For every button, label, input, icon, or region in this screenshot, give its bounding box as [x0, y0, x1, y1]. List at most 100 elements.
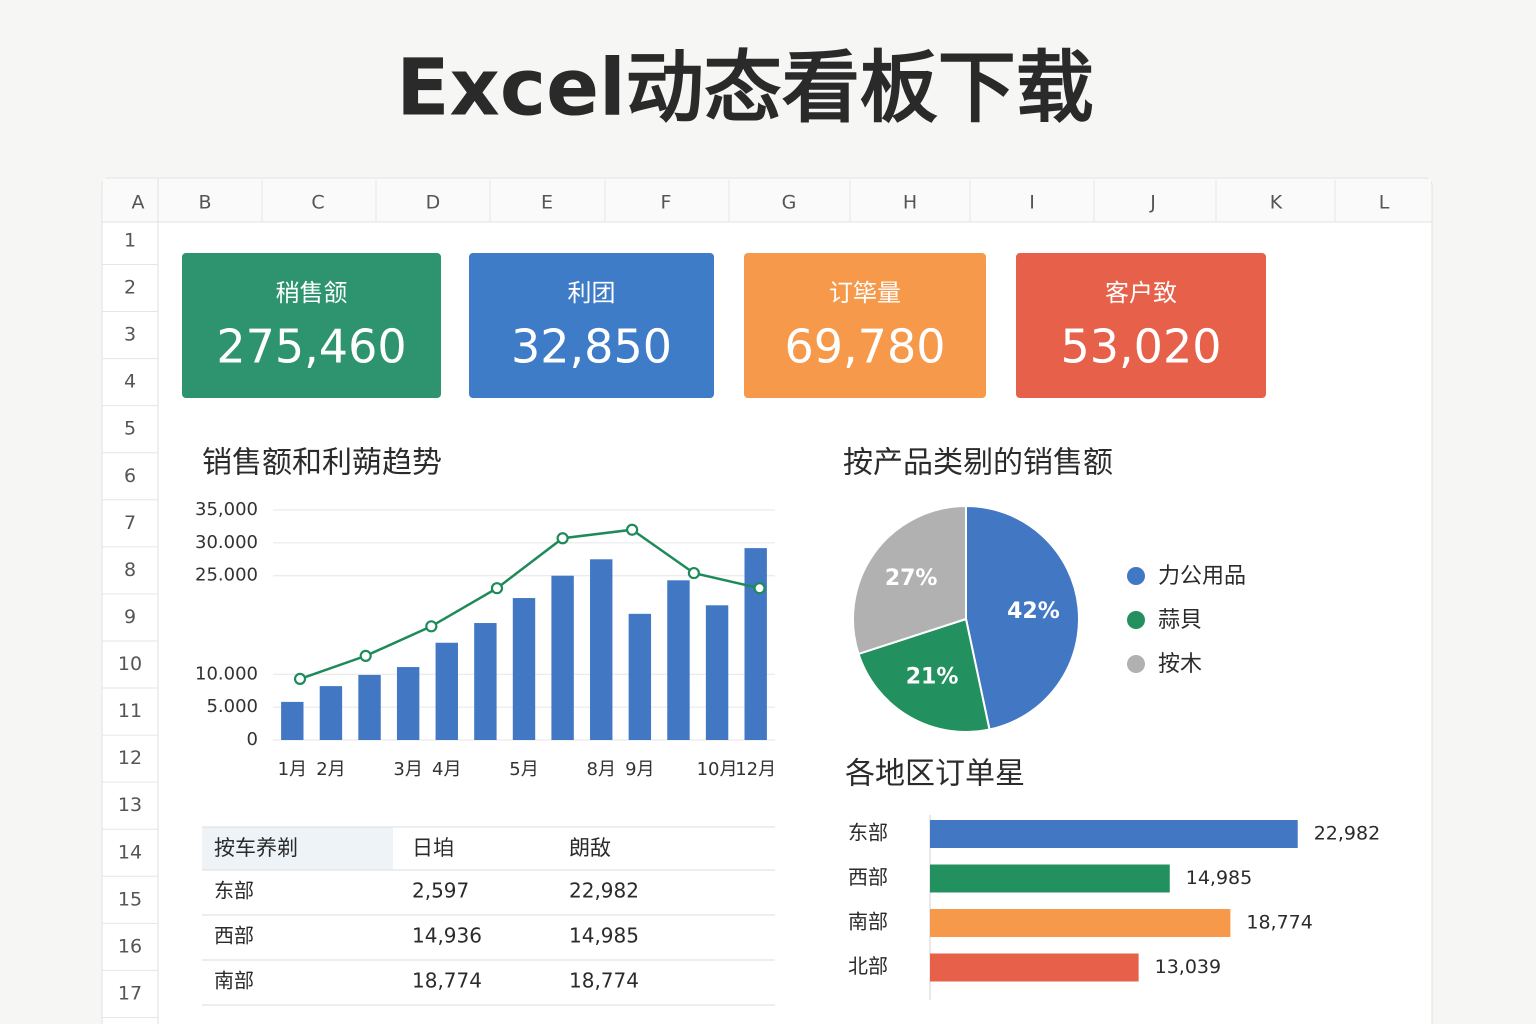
column-header: G — [782, 192, 797, 214]
row-header: 5 — [124, 418, 136, 440]
bar — [667, 580, 690, 740]
row-header: 9 — [124, 606, 136, 628]
kpi-value: 32,850 — [511, 320, 672, 374]
chart-title: 各地区订单星 — [845, 757, 1025, 792]
row-header: 8 — [124, 559, 136, 581]
line-point — [293, 672, 307, 685]
line-point — [556, 532, 569, 545]
column-header: E — [541, 192, 553, 214]
table-header-cell: 日垍 — [412, 836, 454, 860]
bar — [930, 820, 1298, 848]
y-tick-label: 10.000 — [195, 663, 258, 684]
pie-label: 21% — [906, 665, 959, 690]
column-header: H — [903, 192, 917, 214]
pie-slice — [965, 504, 1080, 731]
table-cell: 东部 — [214, 879, 254, 903]
bar — [744, 548, 767, 740]
kpi-card — [182, 253, 441, 398]
table-header-cell: 朗敌 — [569, 836, 611, 860]
legend-swatch — [1127, 611, 1145, 629]
bar — [474, 623, 497, 740]
legend-label: 按木 — [1158, 652, 1202, 677]
row-header: 6 — [124, 465, 136, 487]
table-cell: 南部 — [214, 969, 254, 993]
table-cell: 2,597 — [412, 879, 469, 903]
bar — [281, 701, 304, 740]
line-point — [626, 523, 639, 536]
line-point — [425, 620, 438, 633]
category-label: 东部 — [848, 821, 888, 845]
line-point — [753, 582, 766, 595]
legend-swatch — [1127, 567, 1145, 585]
column-header: B — [198, 192, 211, 214]
row-header: 15 — [118, 888, 142, 910]
kpi-label: 稍售颔 — [276, 279, 348, 307]
value-label: 22,982 — [1314, 823, 1380, 845]
bar — [396, 667, 420, 740]
y-tick-label: 35,000 — [195, 499, 258, 520]
bar — [930, 909, 1231, 937]
row-header: 2 — [124, 277, 136, 299]
value-label: 14,985 — [1186, 867, 1252, 889]
row-header: 1 — [124, 230, 136, 252]
table-cell: 18,774 — [412, 969, 482, 993]
column-header-bar — [103, 179, 1431, 222]
table-cell: 22,982 — [569, 879, 639, 903]
bar — [705, 605, 729, 740]
x-tick-label: 9月 — [625, 759, 654, 780]
category-label: 西部 — [848, 865, 888, 889]
row-header: 14 — [118, 841, 142, 863]
y-tick-label: 0 — [247, 729, 258, 750]
x-tick-label: 12月 — [735, 759, 776, 780]
line-point — [359, 649, 372, 662]
chart-title: 按产品类剔的销售额 — [843, 446, 1113, 481]
column-header: D — [426, 192, 441, 214]
bar — [930, 953, 1139, 982]
value-label: 18,774 — [1246, 912, 1312, 934]
row-header: 3 — [124, 324, 136, 346]
x-tick-label: 10月 — [697, 759, 738, 780]
row-header: 10 — [118, 653, 142, 675]
table-cell: 14,936 — [412, 924, 482, 948]
pie-label: 42% — [1007, 599, 1060, 624]
bar — [435, 642, 458, 740]
row-header: 16 — [118, 935, 142, 957]
bar — [590, 559, 613, 740]
category-label: 南部 — [848, 910, 888, 934]
bar — [358, 674, 381, 740]
row-header: 12 — [118, 747, 142, 769]
x-tick-label: 2月 — [316, 759, 345, 780]
bar — [551, 575, 574, 740]
pie-label: 27% — [885, 566, 938, 591]
column-header: K — [1270, 192, 1283, 214]
chart-title: 销售额和利蒴趋势 — [202, 446, 442, 481]
kpi-card — [1016, 253, 1266, 398]
y-tick-label: 25.000 — [195, 565, 258, 586]
column-header: C — [311, 192, 324, 214]
column-header: I — [1029, 192, 1035, 214]
kpi-label: 订筚量 — [829, 279, 901, 307]
legend-label: 力公用品 — [1158, 564, 1246, 589]
bar — [930, 864, 1170, 893]
row-header: 17 — [118, 982, 142, 1004]
table-header-bg — [202, 827, 393, 870]
row-header: 4 — [124, 371, 136, 393]
column-header: A — [132, 192, 145, 214]
bar — [628, 613, 652, 740]
bar — [512, 598, 536, 740]
table-cell: 14,985 — [569, 924, 639, 948]
value-label: 13,039 — [1155, 956, 1221, 978]
column-header: J — [1149, 192, 1156, 214]
page-title: Excel动态看板下载 — [396, 43, 1093, 133]
table-cell: 西部 — [214, 924, 254, 948]
x-tick-label: 4月 — [432, 759, 461, 780]
row-header: 13 — [118, 794, 142, 816]
y-tick-label: 5.000 — [206, 696, 258, 717]
x-tick-label: 3月 — [393, 759, 422, 780]
kpi-card — [744, 253, 986, 398]
line-point — [687, 566, 701, 580]
kpi-label: 客户致 — [1105, 279, 1177, 307]
pie-slice — [857, 617, 991, 733]
